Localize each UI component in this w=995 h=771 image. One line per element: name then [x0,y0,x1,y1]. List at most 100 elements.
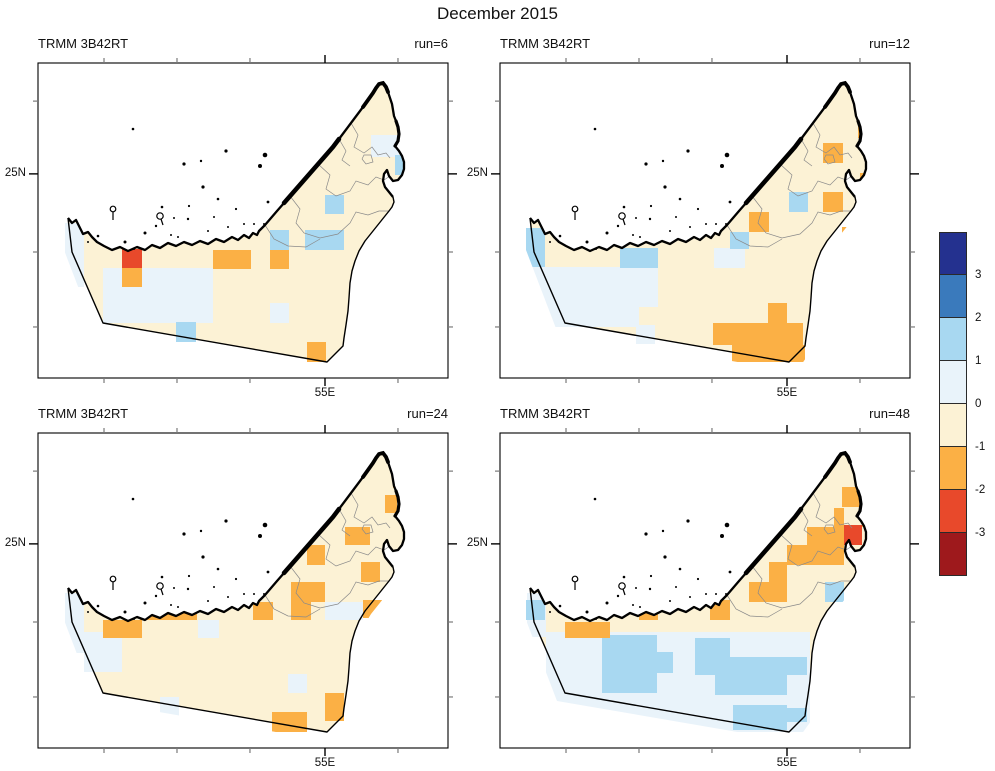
emirate-borders [264,122,391,248]
run-label: run=48 [869,406,910,421]
colorbar-tick-label: 2 [975,312,982,324]
island-outline [156,582,164,590]
grid-cell [526,267,658,307]
grid-cell [620,248,658,268]
panel-header: TRMM 3B42RT run=6 [38,36,448,54]
colorbar-tick-label: -2 [975,484,986,496]
grid-cell [639,597,658,620]
grid-cell [385,495,397,513]
coastline-dense [361,450,390,479]
grid-cell [823,192,843,212]
grid-cell [620,307,639,327]
islands [549,497,732,620]
grid-cell [270,303,289,323]
island-outline [571,575,579,583]
grid-cell [732,345,805,362]
grid-cell [291,602,311,620]
x-axis-label: 55E [314,387,336,399]
grid-cell [823,143,843,163]
grid-cell [270,230,289,250]
grid-cell [565,622,610,638]
panel-header: TRMM 3B42RT run=24 [38,406,448,424]
dataset-label: TRMM 3B42RT [500,406,591,421]
grid-cell [546,307,620,327]
panel-header: TRMM 3B42RT run=48 [500,406,910,424]
grid-cell [361,562,380,582]
island-outline [571,205,579,213]
grid-cell [872,543,884,565]
coastline-dense [743,136,804,206]
island-outline [156,212,164,220]
country-border [67,196,395,363]
islands [87,127,270,250]
country-border [529,196,857,363]
country-border [67,566,395,733]
coastline-dense [393,489,401,518]
emirate-borders [726,492,853,618]
emirate-borders [264,492,391,618]
dataset-label: TRMM 3B42RT [500,36,591,51]
axis-ticks [29,55,457,386]
island-outline [109,205,117,213]
colorbar-segment [939,533,967,576]
coastline-dense [823,450,852,479]
grid-cell [872,472,881,488]
island-outline [618,582,626,590]
grid-cell [749,582,787,602]
run-label: run=12 [869,36,910,51]
coastline-dense [281,506,342,576]
colorbar-segment [939,318,967,361]
grid-cell [371,135,399,157]
islands [549,127,732,250]
grid-cell [103,268,213,323]
land-shape [68,453,404,732]
anomaly-cells [526,118,866,362]
grid-cell [305,230,344,250]
grid-cell [122,249,142,268]
axis-ticks [491,425,919,756]
grid-cell [393,468,404,488]
y-axis-label: 25N [466,536,488,549]
grid-cell [787,657,807,675]
uae-map-run-6 [29,55,457,386]
colorbar-tick-label: 1 [975,355,982,367]
islands [87,497,270,620]
grid-cell [272,712,307,732]
grid-cell [526,600,545,620]
grid-cell [733,705,787,730]
grid-cell [270,250,289,269]
grid-cell [122,268,142,287]
grid-cell [160,697,179,717]
map-frame [499,432,911,749]
axis-ticks [29,425,457,756]
dataset-label: TRMM 3B42RT [38,36,129,51]
grid-cell [862,508,866,527]
panel-header: TRMM 3B42RT run=12 [500,36,910,54]
grid-cell [807,527,844,545]
grid-cell [253,602,273,620]
figure-title: December 2015 [437,4,558,23]
map-frame [499,62,911,379]
grid-cell [103,620,142,638]
y-axis-label: 25N [466,166,488,179]
axis-ticks [491,55,919,386]
emirate-borders [726,122,853,248]
colorbar-segment [939,232,967,275]
coastline-dense [361,80,390,109]
grid-cell [713,323,803,345]
grid-cell [288,674,307,693]
colorbar-segment [939,275,967,318]
island-outline [618,212,626,220]
map-frame [37,432,449,749]
grid-cell [307,342,326,362]
grid-cell [325,195,344,214]
coastline-dense [743,506,804,576]
grid-cell [213,250,251,269]
grid-cell [710,600,730,620]
colorbar-segment [939,490,967,533]
uae-map-run-24 [29,425,457,756]
grid-cell [787,708,807,722]
country-border [529,566,857,733]
uae-map-run-12 [491,55,919,386]
